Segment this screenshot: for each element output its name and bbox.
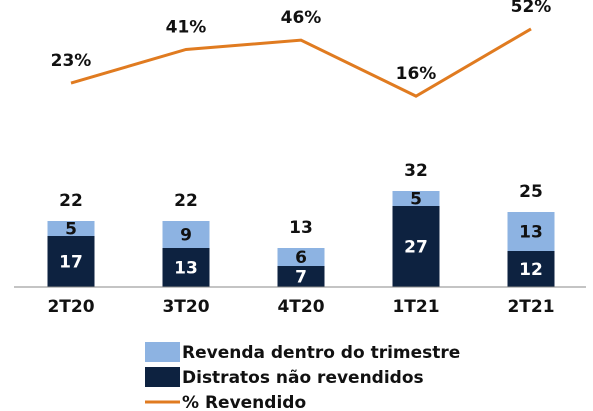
bar-segment (392, 191, 440, 206)
legend-swatch (145, 367, 180, 387)
legend-label: % Revendido (182, 393, 306, 411)
segment-label: 13 (174, 259, 198, 279)
line (70, 27, 532, 98)
x-tick-label: 1T21 (392, 297, 439, 317)
line-label: 52% (511, 0, 552, 17)
bar-segment (277, 266, 325, 287)
bar-segment (277, 248, 325, 266)
x-tick-label: 2T21 (507, 297, 554, 317)
bar-segment (392, 206, 440, 287)
legend-swatch (145, 342, 180, 362)
segment-label: 12 (519, 260, 543, 280)
bar-segment (507, 212, 555, 251)
total-label: 25 (519, 182, 543, 202)
segment-label: 13 (519, 223, 543, 243)
segment-label: 5 (65, 220, 77, 240)
legend-label: Distratos não revendidos (182, 368, 424, 388)
segment-label: 9 (180, 226, 192, 246)
segment-label: 27 (404, 238, 428, 258)
line-label: 16% (396, 64, 437, 84)
legend-label: Revenda dentro do trimestre (182, 343, 460, 363)
line-label: 46% (281, 8, 322, 28)
bar-segment (47, 236, 95, 287)
total-label: 32 (404, 161, 428, 181)
bar-segment (162, 248, 210, 287)
line-label: 41% (166, 17, 207, 37)
segment-label: 5 (410, 190, 422, 210)
x-tick-label: 3T20 (162, 297, 209, 317)
total-label: 22 (59, 191, 83, 211)
x-tick-label: 2T20 (47, 297, 94, 317)
bar-segment (507, 251, 555, 287)
segment-label: 6 (295, 248, 307, 268)
total-label: 22 (174, 191, 198, 211)
x-tick-label: 4T20 (277, 297, 324, 317)
segment-label: 7 (295, 268, 307, 288)
bar-segment (162, 221, 210, 248)
bar-segment (47, 221, 95, 236)
line-label: 23% (51, 51, 92, 71)
segment-label: 17 (59, 253, 83, 273)
total-label: 13 (289, 218, 313, 238)
